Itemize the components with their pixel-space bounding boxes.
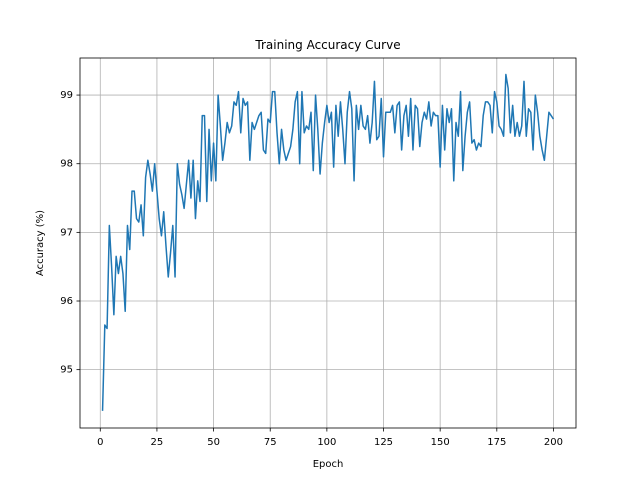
x-tick-label: 150 [431,437,450,448]
x-axis-label: Epoch [313,459,344,470]
y-tick-label: 99 [60,90,73,101]
x-tick-label: 25 [151,437,164,448]
data-line [101,73,555,411]
x-tick-label: 50 [207,437,220,448]
y-axis-label: Accuracy (%) [35,210,46,276]
chart-title: Training Accuracy Curve [254,38,400,52]
x-tick-label: 75 [264,437,277,448]
x-tick-label: 100 [317,437,336,448]
y-tick-label: 97 [60,227,73,238]
y-tick-label: 98 [60,159,73,170]
x-tick-label: 0 [97,437,103,448]
y-tick-label: 96 [60,296,73,307]
x-tick-label: 175 [487,437,506,448]
plot-frame [79,57,577,429]
y-tick-label: 95 [60,365,73,376]
x-tick-label: 125 [374,437,393,448]
x-tick-label: 200 [544,437,563,448]
